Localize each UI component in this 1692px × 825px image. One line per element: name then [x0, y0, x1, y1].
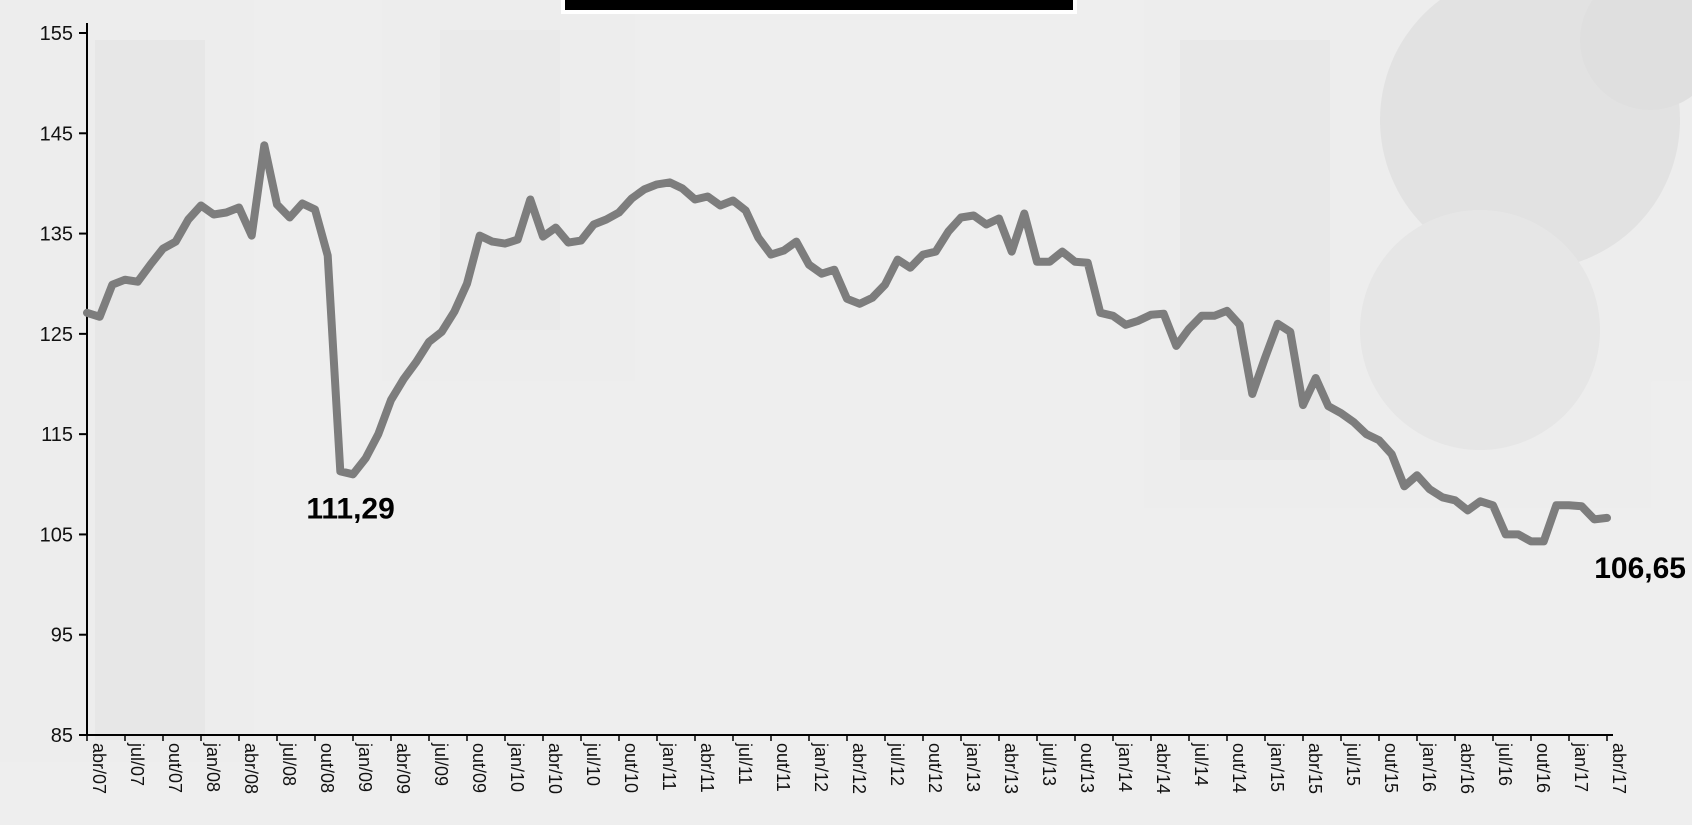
x-tick-label: jul/13 — [1039, 742, 1059, 786]
x-tick-label: jan/17 — [1571, 742, 1591, 792]
x-tick-label: jan/11 — [659, 742, 679, 791]
x-tick-label: out/12 — [925, 743, 945, 793]
x-tick-label: out/14 — [1229, 743, 1249, 793]
y-tick-label: 115 — [41, 424, 73, 446]
x-tick-label: out/15 — [1381, 743, 1401, 793]
x-tick-label: jan/16 — [1419, 742, 1439, 792]
x-tick-label: jul/10 — [583, 742, 603, 786]
x-tick-label: jan/08 — [203, 742, 223, 792]
x-tick-label: out/11 — [773, 743, 793, 792]
data-label: 106,65 — [1594, 552, 1686, 585]
y-axis-ticks: 85 95 105 115 125 135 145 155 — [40, 23, 87, 747]
title-box — [561, 0, 1077, 14]
x-tick-label: jan/14 — [1115, 742, 1135, 792]
x-tick-label: jan/13 — [963, 742, 983, 792]
x-tick-label: jul/15 — [1343, 742, 1363, 786]
x-tick-label: abr/12 — [849, 743, 869, 794]
x-tick-label: jan/09 — [355, 742, 375, 792]
y-tick-label: 85 — [51, 725, 73, 747]
x-tick-label: jul/11 — [735, 742, 755, 785]
x-tick-label: out/09 — [469, 743, 489, 793]
x-axis-ticks: abr/07 jul/07 out/07 jan/08 abr/08 jul/08 out/… — [86, 735, 1629, 794]
data-label: 111,29 — [306, 492, 394, 525]
x-tick-label: abr/08 — [241, 743, 261, 794]
y-tick-label: 145 — [40, 123, 73, 145]
series-layer — [83, 141, 1611, 546]
x-tick-label: jan/12 — [811, 742, 831, 792]
x-tick-label: abr/07 — [89, 743, 109, 794]
x-tick-label: jul/07 — [127, 742, 147, 786]
x-tick-label: abr/17 — [1609, 743, 1629, 794]
x-tick-label: abr/09 — [393, 743, 413, 794]
data-labels: 111,29 106,65 — [306, 492, 1686, 585]
x-tick-label: jul/16 — [1495, 742, 1515, 786]
x-tick-label: jul/09 — [431, 742, 451, 786]
y-tick-label: 155 — [40, 23, 73, 45]
x-tick-label: jul/12 — [887, 742, 907, 786]
x-tick-label: abr/15 — [1305, 743, 1325, 794]
series-line — [83, 141, 1611, 546]
x-tick-label: out/13 — [1077, 743, 1097, 793]
y-tick-label: 135 — [40, 224, 73, 246]
x-tick-label: out/07 — [165, 743, 185, 793]
x-tick-label: out/08 — [317, 743, 337, 793]
x-tick-label: out/16 — [1533, 743, 1553, 793]
y-tick-label: 125 — [40, 324, 73, 346]
x-tick-label: abr/16 — [1457, 743, 1477, 794]
x-tick-label: abr/11 — [697, 743, 717, 793]
x-tick-label: jan/10 — [507, 742, 527, 792]
y-tick-label: 105 — [40, 524, 73, 546]
x-tick-label: jan/15 — [1267, 742, 1287, 792]
x-tick-label: jul/14 — [1191, 742, 1211, 786]
x-tick-label: out/10 — [621, 743, 641, 793]
x-tick-label: abr/14 — [1153, 743, 1173, 794]
x-tick-label: abr/13 — [1001, 743, 1021, 794]
x-tick-label: abr/10 — [545, 743, 565, 794]
axes — [86, 23, 1613, 736]
y-tick-label: 95 — [51, 625, 73, 647]
x-tick-label: jul/08 — [279, 742, 299, 786]
